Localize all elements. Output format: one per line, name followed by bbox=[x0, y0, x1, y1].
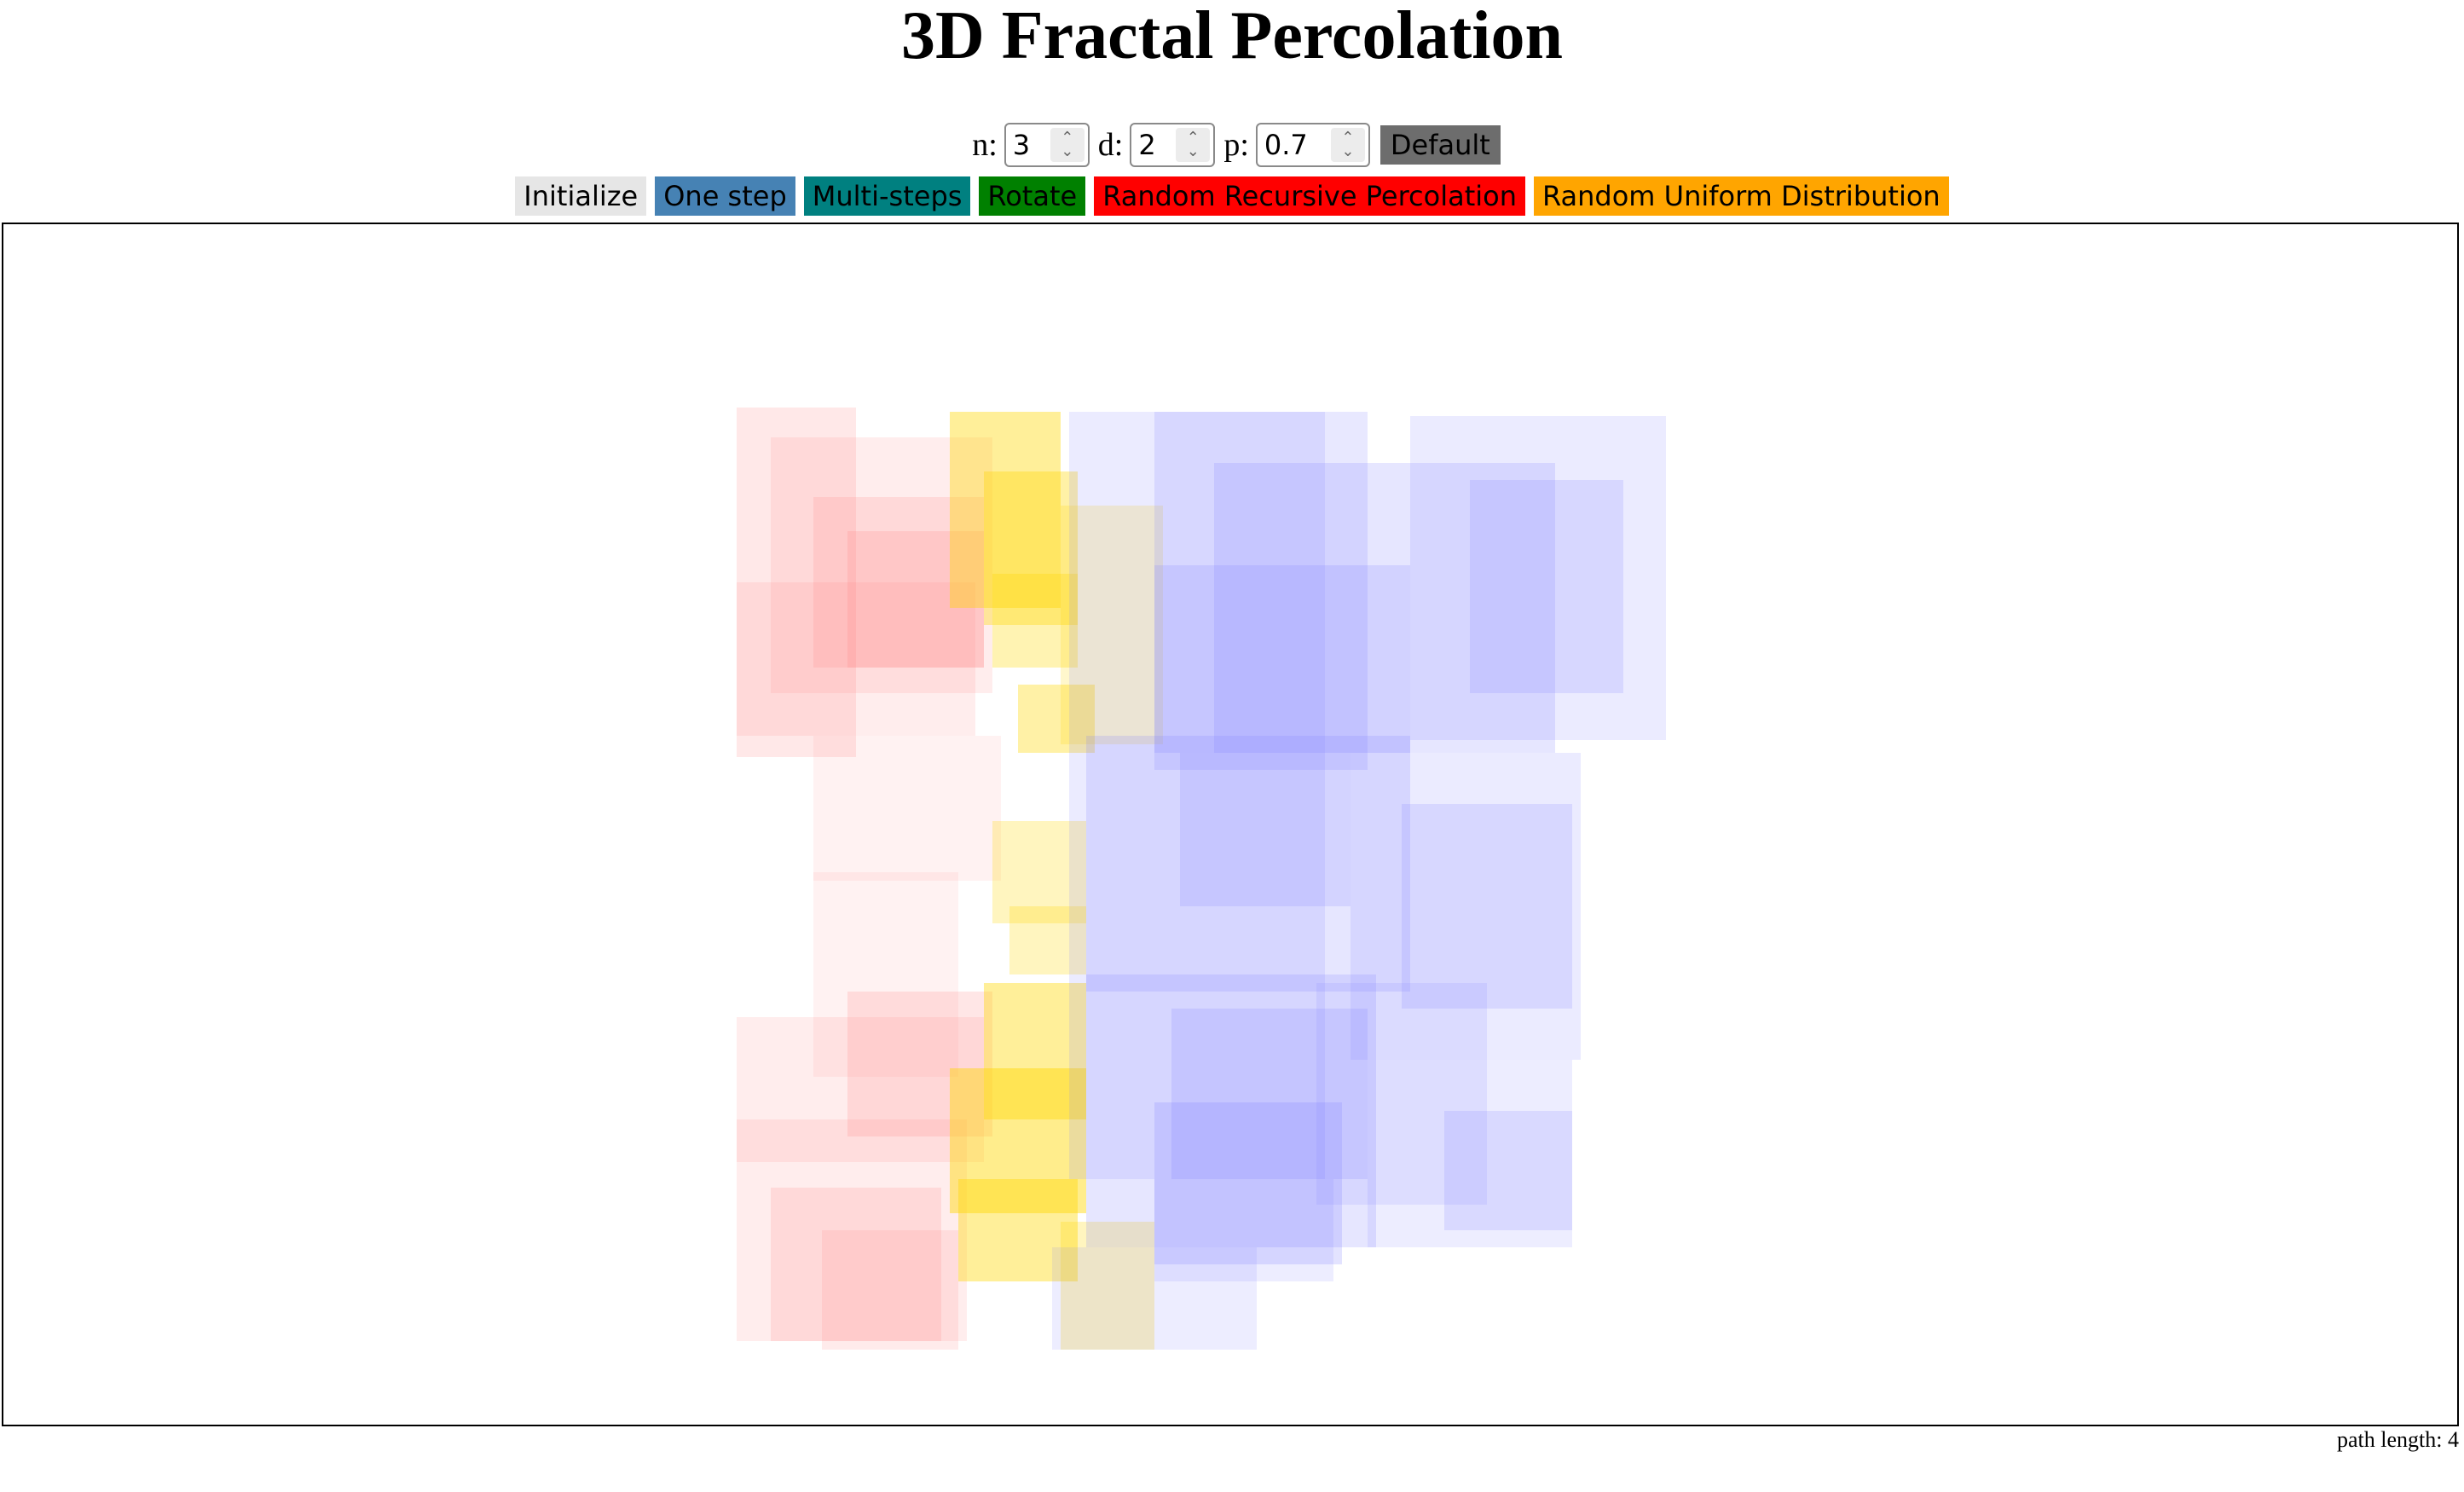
blue-cube bbox=[1214, 463, 1555, 753]
one-step-button[interactable]: One step bbox=[655, 176, 795, 216]
fractal-percolation-render bbox=[737, 408, 1666, 1350]
n-value: 3 bbox=[1012, 129, 1031, 161]
blue-cube bbox=[1154, 1102, 1342, 1264]
n-label: n: bbox=[972, 127, 998, 163]
red-cube bbox=[813, 872, 958, 1077]
blue-cube bbox=[1368, 1060, 1572, 1247]
red-cube bbox=[737, 408, 856, 757]
blue-cube bbox=[1086, 736, 1410, 992]
blue-cube bbox=[1180, 753, 1351, 906]
multi-steps-button[interactable]: Multi-steps bbox=[803, 176, 971, 216]
p-value: 0.7 bbox=[1264, 129, 1308, 161]
yellow-cube bbox=[992, 821, 1086, 923]
d-label: d: bbox=[1097, 127, 1124, 163]
blue-cube bbox=[1171, 1009, 1368, 1179]
path-length-status: path length: 4 bbox=[2337, 1427, 2459, 1452]
initialize-button[interactable]: Initialize bbox=[515, 176, 647, 216]
action-buttons: Initialize One step Multi-steps Rotate Rando… bbox=[0, 176, 2464, 216]
blue-cube bbox=[1154, 1179, 1333, 1281]
p-input[interactable]: 0.7 ⌃ ⌄ bbox=[1255, 123, 1370, 167]
blue-cube bbox=[1402, 804, 1572, 1009]
blue-cube bbox=[1316, 983, 1487, 1205]
yellow-cube bbox=[1018, 685, 1095, 753]
blue-cube bbox=[1086, 974, 1376, 1247]
parameter-controls: n: 3 ⌃ ⌄ d: 2 ⌃ ⌄ p: 0.7 ⌃ ⌄ Default bbox=[0, 121, 2464, 169]
blue-cube bbox=[1351, 753, 1581, 1060]
red-cube bbox=[822, 1230, 958, 1350]
red-cube bbox=[847, 992, 992, 1136]
yellow-cube bbox=[950, 1068, 1086, 1213]
blue-cube bbox=[1154, 565, 1410, 753]
rotate-button[interactable]: Rotate bbox=[979, 176, 1086, 216]
blue-cube bbox=[1470, 480, 1623, 693]
percolation-canvas[interactable] bbox=[2, 223, 2459, 1426]
yellow-cube bbox=[984, 471, 1078, 625]
page-title: 3D Fractal Percolation bbox=[900, 0, 1564, 73]
yellow-cube bbox=[1009, 906, 1086, 974]
red-cube bbox=[813, 736, 1001, 881]
red-cube bbox=[771, 1188, 941, 1341]
red-cube bbox=[847, 531, 984, 668]
yellow-cube bbox=[1061, 506, 1163, 744]
random-uniform-distribution-button[interactable]: Random Uniform Distribution bbox=[1533, 176, 1949, 216]
random-recursive-percolation-button[interactable]: Random Recursive Percolation bbox=[1094, 176, 1525, 216]
red-cube bbox=[737, 1017, 984, 1162]
yellow-cube bbox=[992, 574, 1078, 668]
d-spinner-icon[interactable]: ⌃ ⌄ bbox=[1176, 128, 1211, 162]
red-cube bbox=[737, 1119, 967, 1341]
default-button[interactable]: Default bbox=[1379, 125, 1501, 165]
yellow-cube bbox=[950, 412, 1061, 608]
blue-cube bbox=[1052, 1247, 1257, 1350]
red-cube bbox=[737, 582, 975, 736]
d-value: 2 bbox=[1138, 129, 1156, 161]
p-spinner-icon[interactable]: ⌃ ⌄ bbox=[1330, 128, 1365, 162]
yellow-cube bbox=[958, 1179, 1078, 1281]
blue-cube bbox=[1410, 416, 1666, 740]
yellow-cube bbox=[1061, 1222, 1154, 1350]
n-input[interactable]: 3 ⌃ ⌄ bbox=[1004, 123, 1090, 167]
blue-cube bbox=[1069, 412, 1325, 1179]
d-input[interactable]: 2 ⌃ ⌄ bbox=[1130, 123, 1216, 167]
blue-cube bbox=[1444, 1111, 1572, 1230]
n-spinner-icon[interactable]: ⌃ ⌄ bbox=[1050, 128, 1085, 162]
yellow-cube bbox=[984, 983, 1086, 1119]
blue-cube bbox=[1154, 412, 1368, 770]
p-label: p: bbox=[1223, 127, 1249, 163]
red-cube bbox=[771, 437, 992, 693]
red-cube bbox=[813, 497, 984, 668]
